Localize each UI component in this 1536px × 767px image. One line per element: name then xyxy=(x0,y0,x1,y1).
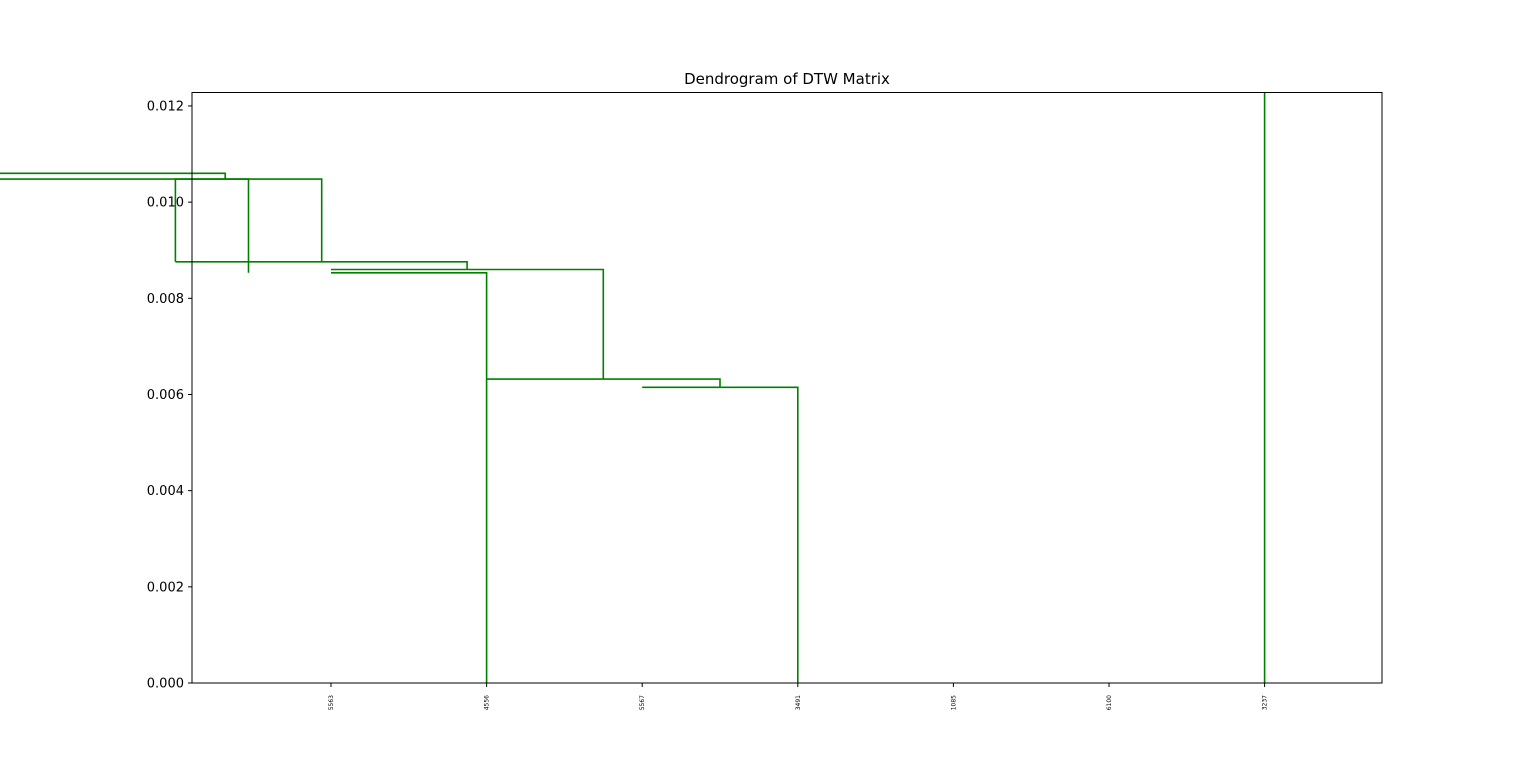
y-tick-label: 0.010 xyxy=(147,196,184,211)
leaf-label: 3491 xyxy=(795,695,802,710)
dendrogram-link xyxy=(175,260,468,270)
leaf-label: 3237 xyxy=(1262,695,1269,710)
x-axis: 5563 4556 5567 3491 1085 6100 3237 xyxy=(328,683,1269,710)
dendrogram-link xyxy=(331,271,488,683)
dendrogram-links xyxy=(0,92,1266,683)
leaf-label: 5563 xyxy=(328,695,335,710)
leaf-label: 4556 xyxy=(484,695,491,710)
y-tick-label: 0.000 xyxy=(147,677,184,692)
dendrogram-link xyxy=(0,178,250,273)
dendrogram-link xyxy=(486,378,721,388)
y-tick-label: 0.008 xyxy=(147,292,184,307)
y-tick-label: 0.004 xyxy=(147,484,184,499)
y-tick-label: 0.002 xyxy=(147,580,184,595)
y-tick-label: 0.006 xyxy=(147,388,184,403)
plot-frame xyxy=(191,92,1383,684)
leaf-label: 1085 xyxy=(950,695,957,710)
dendrogram-link xyxy=(0,172,226,180)
y-tick-label: 0.012 xyxy=(147,99,184,114)
chart-title: Dendrogram of DTW Matrix xyxy=(684,70,890,88)
y-axis: 0.000 0.002 0.004 0.006 0.008 0.010 0.012 xyxy=(147,99,192,692)
dendrogram-link xyxy=(331,268,605,380)
leaf-label: 5567 xyxy=(639,695,646,710)
leaf-label: 6100 xyxy=(1106,695,1113,710)
dendrogram-link xyxy=(642,386,799,683)
